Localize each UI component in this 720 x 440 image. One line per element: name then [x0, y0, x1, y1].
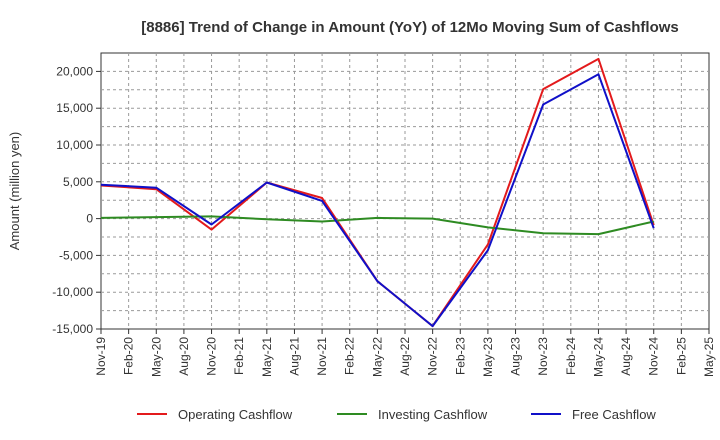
x-tick-label: Aug-20: [177, 337, 191, 376]
y-tick-label: 15,000: [56, 101, 93, 115]
x-tick-label: Feb-20: [122, 337, 136, 375]
series-lines: [100, 57, 655, 328]
y-axis-label: Amount (million yen): [7, 132, 22, 251]
y-axis: -15,000 -10,000 -5,000 0 5,000 10,000 15,000 20…: [52, 64, 101, 336]
x-tick-label: Nov-19: [94, 337, 108, 376]
y-tick-label: -10,000: [52, 285, 93, 299]
x-tick-label: Aug-24: [619, 337, 633, 376]
x-tick-label: May-20: [149, 337, 163, 377]
x-tick-label: Nov-23: [536, 337, 550, 376]
series-line-investing-cashflow: [100, 215, 654, 236]
y-tick-label: 0: [86, 212, 93, 226]
x-tick-label: Aug-21: [287, 337, 301, 376]
x-tick-label: Aug-23: [509, 337, 523, 376]
chart-title: [8886] Trend of Change in Amount (YoY) o…: [141, 19, 679, 36]
x-tick-label: Nov-21: [315, 337, 329, 376]
x-tick-label: Feb-22: [343, 337, 357, 375]
legend: Operating Cashflow Investing Cashflow Free…: [137, 407, 656, 422]
legend-label: Free Cashflow: [572, 407, 656, 422]
y-tick-label: -15,000: [52, 322, 93, 336]
grid-lines: [101, 53, 709, 329]
x-tick-label: Feb-24: [564, 337, 578, 375]
x-axis: Nov-19 Feb-20 May-20 Aug-20 Nov-20 Feb-21 May-…: [94, 329, 716, 377]
x-tick-label: Feb-23: [453, 337, 467, 375]
x-tick-label: Feb-21: [232, 337, 246, 375]
x-tick-label: May-24: [591, 337, 605, 377]
y-tick-label: 10,000: [56, 138, 93, 152]
x-tick-label: Feb-25: [674, 337, 688, 375]
x-tick-label: May-25: [702, 337, 716, 377]
x-tick-label: Nov-20: [205, 337, 219, 376]
x-tick-label: May-22: [370, 337, 384, 377]
x-tick-label: Nov-24: [647, 337, 661, 376]
series-line-free-cashflow: [100, 73, 655, 328]
x-tick-label: Aug-22: [398, 337, 412, 376]
x-tick-label: May-23: [481, 337, 495, 377]
y-tick-label: 20,000: [56, 64, 93, 78]
legend-label: Operating Cashflow: [178, 407, 293, 422]
y-tick-label: 5,000: [63, 175, 93, 189]
y-tick-label: -5,000: [59, 248, 93, 262]
x-tick-label: May-21: [260, 337, 274, 377]
x-tick-label: Nov-22: [426, 337, 440, 376]
legend-label: Investing Cashflow: [378, 407, 488, 422]
